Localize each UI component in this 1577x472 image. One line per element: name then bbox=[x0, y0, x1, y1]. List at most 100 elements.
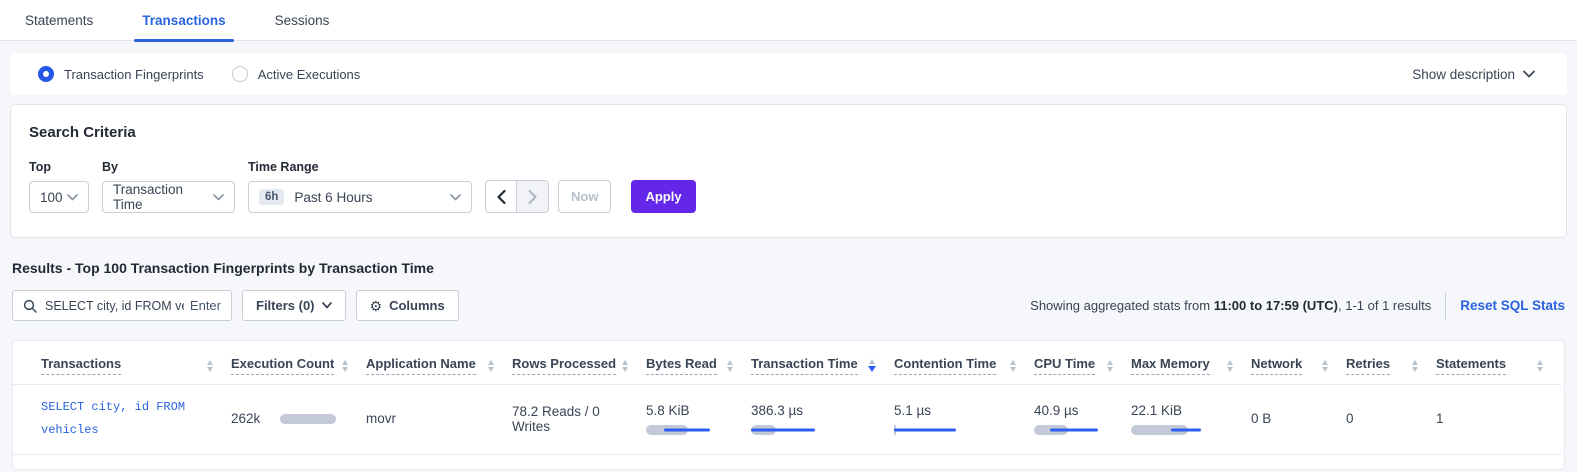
view-mode-panel: Transaction Fingerprints Active Executio… bbox=[10, 53, 1567, 95]
tab-statements-label: Statements bbox=[25, 12, 94, 28]
filters-button-label: Filters (0) bbox=[256, 298, 315, 313]
sort-icon[interactable] bbox=[1537, 359, 1543, 372]
sort-icon[interactable] bbox=[1227, 359, 1233, 372]
by-select[interactable]: Transaction Time bbox=[102, 181, 235, 213]
previous-time-window-button[interactable] bbox=[485, 180, 517, 213]
column-header-transactions[interactable]: Transactions bbox=[41, 356, 122, 375]
results-table-card: Transactions Execution Count Application… bbox=[12, 340, 1565, 470]
chevron-down-icon bbox=[213, 193, 224, 200]
rows-processed-value: 78.2 Reads / 0 Writes bbox=[512, 403, 600, 434]
table-row: SELECT city, id FROM vehicles 262k movr … bbox=[13, 384, 1561, 455]
transaction-fingerprint-link[interactable]: SELECT city, id FROM vehicles bbox=[41, 400, 186, 437]
results-title: Results - Top 100 Transaction Fingerprin… bbox=[12, 260, 434, 276]
sort-icon[interactable] bbox=[1107, 359, 1113, 372]
radio-unselected-icon bbox=[231, 66, 248, 82]
sort-icon[interactable] bbox=[207, 359, 213, 372]
sql-search-box[interactable]: Enter bbox=[12, 290, 232, 321]
search-enter-hint: Enter bbox=[189, 298, 221, 313]
time-window-arrows bbox=[485, 180, 549, 213]
chevron-down-icon bbox=[450, 193, 461, 200]
max-memory-bar bbox=[1131, 424, 1217, 435]
network-value: 0 B bbox=[1251, 411, 1272, 427]
top-select[interactable]: 100 bbox=[29, 181, 89, 213]
tab-sessions-label: Sessions bbox=[274, 12, 330, 28]
column-header-statements[interactable]: Statements bbox=[1436, 356, 1507, 375]
bytes-read-value: 5.8 KiB bbox=[646, 402, 690, 418]
chevron-down-icon bbox=[1523, 70, 1535, 78]
table-header-row: Transactions Execution Count Application… bbox=[13, 341, 1561, 385]
filters-button[interactable]: Filters (0) bbox=[242, 290, 346, 321]
transaction-time-bar bbox=[751, 424, 837, 435]
search-criteria-card: Search Criteria Top 100 By Transaction T… bbox=[10, 104, 1567, 238]
results-controls-row: Enter Filters (0) ⚙ Columns Showing aggr… bbox=[12, 290, 1565, 321]
retries-value: 0 bbox=[1346, 411, 1354, 427]
statements-value: 1 bbox=[1436, 411, 1444, 427]
sort-icon[interactable] bbox=[622, 359, 629, 372]
column-header-rows-processed[interactable]: Rows Processed bbox=[512, 356, 617, 375]
columns-button-label: Columns bbox=[389, 298, 445, 313]
sort-icon[interactable] bbox=[342, 359, 348, 372]
radio-transaction-fingerprints-label: Transaction Fingerprints bbox=[64, 66, 204, 82]
cpu-time-bar bbox=[1034, 424, 1120, 435]
time-range-field: Time Range 6h Past 6 Hours bbox=[248, 160, 472, 213]
search-icon bbox=[23, 299, 37, 313]
column-header-cpu-time[interactable]: CPU Time bbox=[1034, 356, 1096, 375]
sort-icon[interactable] bbox=[1010, 359, 1016, 372]
time-range-label: Time Range bbox=[248, 160, 319, 174]
show-description-label: Show description bbox=[1412, 66, 1515, 82]
search-input[interactable] bbox=[45, 298, 184, 313]
cpu-time-value: 40.9 µs bbox=[1034, 402, 1079, 418]
max-memory-value: 22.1 KiB bbox=[1131, 402, 1183, 418]
tab-transactions-label: Transactions bbox=[142, 12, 226, 28]
column-header-network[interactable]: Network bbox=[1251, 356, 1303, 375]
column-header-transaction-time[interactable]: Transaction Time bbox=[751, 356, 858, 375]
radio-transaction-fingerprints[interactable]: Transaction Fingerprints bbox=[38, 66, 204, 82]
bytes-read-bar bbox=[646, 424, 732, 435]
column-header-contention-time[interactable]: Contention Time bbox=[894, 356, 997, 375]
column-header-application-name[interactable]: Application Name bbox=[366, 356, 476, 375]
next-time-window-button[interactable] bbox=[517, 180, 549, 213]
stats-time-range: 11:00 to 17:59 (UTC) bbox=[1213, 298, 1338, 313]
aggregated-stats-summary: Showing aggregated stats from 11:00 to 1… bbox=[1030, 298, 1432, 313]
sort-icon[interactable] bbox=[1322, 359, 1328, 372]
tab-statements[interactable]: Statements bbox=[25, 0, 93, 41]
radio-active-executions-label: Active Executions bbox=[257, 66, 361, 82]
chevron-right-icon bbox=[528, 189, 537, 204]
column-header-retries[interactable]: Retries bbox=[1346, 356, 1391, 375]
reset-sql-stats-link[interactable]: Reset SQL Stats bbox=[1460, 298, 1565, 313]
transactions-table: Transactions Execution Count Application… bbox=[13, 341, 1561, 455]
execution-count-bar bbox=[280, 413, 337, 424]
tab-transactions[interactable]: Transactions bbox=[134, 0, 234, 42]
column-header-max-memory[interactable]: Max Memory bbox=[1131, 356, 1210, 375]
apply-button[interactable]: Apply bbox=[631, 180, 696, 213]
tab-sessions[interactable]: Sessions bbox=[275, 0, 330, 41]
sort-icon[interactable] bbox=[488, 359, 494, 372]
sort-icon-active-desc[interactable] bbox=[868, 359, 876, 372]
by-field: By Transaction Time bbox=[102, 160, 235, 213]
columns-button[interactable]: ⚙ Columns bbox=[355, 290, 459, 321]
show-description-toggle[interactable]: Show description bbox=[1412, 67, 1547, 82]
time-range-badge: 6h bbox=[259, 189, 285, 205]
radio-selected-icon bbox=[38, 66, 54, 82]
now-button[interactable]: Now bbox=[558, 180, 612, 213]
top-label: Top bbox=[29, 160, 51, 174]
sort-icon[interactable] bbox=[727, 359, 733, 372]
radio-active-executions[interactable]: Active Executions bbox=[231, 66, 361, 82]
sort-icon[interactable] bbox=[1412, 359, 1418, 372]
contention-time-value: 5.1 µs bbox=[894, 402, 932, 418]
by-label: By bbox=[102, 160, 118, 174]
page-tab-bar: Statements Transactions Sessions bbox=[0, 0, 1577, 42]
by-select-value: Transaction Time bbox=[113, 182, 184, 212]
column-header-execution-count[interactable]: Execution Count bbox=[231, 356, 335, 375]
time-range-select[interactable]: 6h Past 6 Hours bbox=[248, 181, 472, 213]
column-header-bytes-read[interactable]: Bytes Read bbox=[646, 356, 717, 375]
chevron-down-icon bbox=[321, 302, 332, 309]
search-criteria-title: Search Criteria bbox=[29, 124, 136, 141]
top-select-value: 100 bbox=[40, 189, 63, 205]
contention-time-bar bbox=[894, 424, 980, 436]
transaction-time-value: 386.3 µs bbox=[751, 402, 804, 418]
execution-count-value: 262k bbox=[231, 411, 261, 427]
vertical-divider bbox=[1445, 291, 1447, 320]
gear-icon: ⚙ bbox=[369, 297, 383, 314]
chevron-down-icon bbox=[67, 193, 78, 200]
